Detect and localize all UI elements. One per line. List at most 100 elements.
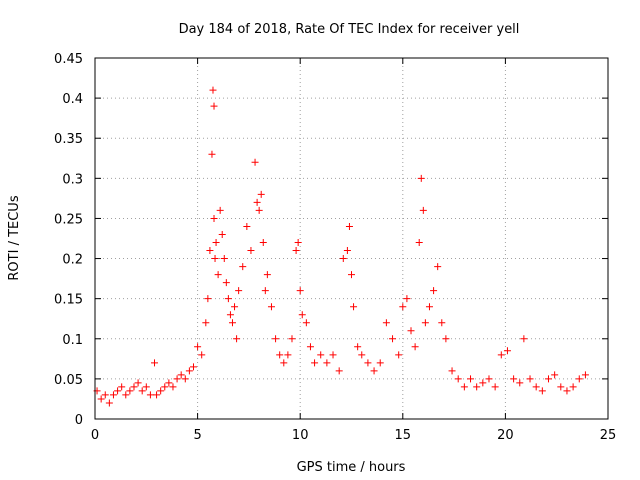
- plot-frame: [94, 57, 609, 420]
- data-point: [448, 367, 456, 375]
- data-point: [157, 387, 165, 395]
- data-point: [479, 379, 487, 387]
- data-point: [151, 359, 159, 367]
- data-point: [403, 295, 411, 303]
- x-tick-label: 20: [497, 428, 514, 443]
- y-axis-label: ROTI / TECUs: [7, 195, 22, 280]
- data-point: [569, 383, 577, 391]
- data-point: [161, 383, 169, 391]
- data-point: [101, 391, 109, 399]
- data-point: [329, 351, 337, 359]
- chart-title: Day 184 of 2018, Rate Of TEC Index for r…: [179, 22, 520, 37]
- data-point: [235, 287, 243, 295]
- data-point: [263, 271, 271, 279]
- data-point: [296, 287, 304, 295]
- data-point: [105, 399, 113, 407]
- data-point: [194, 343, 202, 351]
- data-point: [538, 387, 546, 395]
- data-point: [185, 367, 193, 375]
- data-point: [210, 214, 218, 222]
- data-point: [306, 343, 314, 351]
- data-point: [165, 379, 173, 387]
- data-point: [575, 375, 583, 383]
- data-point: [311, 359, 319, 367]
- data-point: [130, 383, 138, 391]
- data-point: [442, 335, 450, 343]
- data-point: [354, 343, 362, 351]
- data-point: [302, 319, 310, 327]
- data-point: [343, 247, 351, 255]
- data-point: [109, 391, 117, 399]
- data-point: [267, 303, 275, 311]
- y-tick-label: 0.1: [62, 333, 83, 348]
- data-point: [370, 367, 378, 375]
- data-point: [411, 343, 419, 351]
- data-point: [202, 319, 210, 327]
- data-point: [288, 335, 296, 343]
- x-tick-label: 5: [193, 428, 201, 443]
- data-point: [454, 375, 462, 383]
- y-tick-label: 0.4: [62, 92, 83, 107]
- data-point: [389, 335, 397, 343]
- data-point: [438, 319, 446, 327]
- data-point: [220, 255, 228, 263]
- data-point: [335, 367, 343, 375]
- data-point: [253, 198, 261, 206]
- x-tick-label: 25: [600, 428, 617, 443]
- data-point: [153, 391, 161, 399]
- data-point: [169, 383, 177, 391]
- data-point: [226, 311, 234, 319]
- y-tick-label: 0.35: [54, 132, 83, 147]
- data-point: [280, 359, 288, 367]
- data-point: [261, 287, 269, 295]
- data-point: [526, 375, 534, 383]
- x-tick-labels: 0 5 10 15 20 25: [91, 428, 616, 443]
- data-point: [491, 383, 499, 391]
- data-point: [208, 150, 216, 158]
- data-point: [399, 303, 407, 311]
- y-tick-label: 0.2: [62, 253, 83, 268]
- data-point: [259, 239, 267, 247]
- data-point: [473, 383, 481, 391]
- y-tick-label: 0.3: [62, 172, 83, 187]
- data-point: [419, 206, 427, 214]
- data-point: [218, 230, 226, 238]
- data-point: [544, 375, 552, 383]
- data-point: [557, 383, 565, 391]
- data-point: [146, 391, 154, 399]
- data-point: [181, 375, 189, 383]
- data-point: [209, 86, 217, 94]
- data-point: [255, 206, 263, 214]
- data-point: [551, 371, 559, 379]
- data-point: [206, 247, 214, 255]
- data-point: [126, 387, 134, 395]
- scatter-points: [93, 86, 589, 407]
- data-point: [173, 375, 181, 383]
- data-point: [364, 359, 372, 367]
- data-point: [189, 363, 197, 371]
- data-point: [177, 371, 185, 379]
- data-point: [581, 371, 589, 379]
- data-point: [348, 271, 355, 279]
- data-point: [430, 287, 438, 295]
- data-point: [122, 391, 130, 399]
- axis-ticks: [94, 57, 609, 420]
- data-point: [257, 190, 265, 198]
- data-point: [233, 335, 241, 343]
- data-point: [563, 387, 571, 395]
- data-point: [425, 303, 433, 311]
- y-tick-label: 0.45: [54, 52, 83, 67]
- data-point: [118, 383, 126, 391]
- y-tick-label: 0.25: [54, 212, 83, 227]
- data-point: [138, 387, 146, 395]
- x-tick-label: 15: [395, 428, 412, 443]
- data-point: [497, 351, 505, 359]
- data-point: [272, 335, 280, 343]
- data-point: [421, 319, 429, 327]
- y-tick-label: 0.15: [54, 293, 83, 308]
- data-point: [251, 158, 259, 166]
- data-point: [212, 239, 220, 247]
- data-point: [510, 375, 518, 383]
- data-point: [516, 379, 524, 387]
